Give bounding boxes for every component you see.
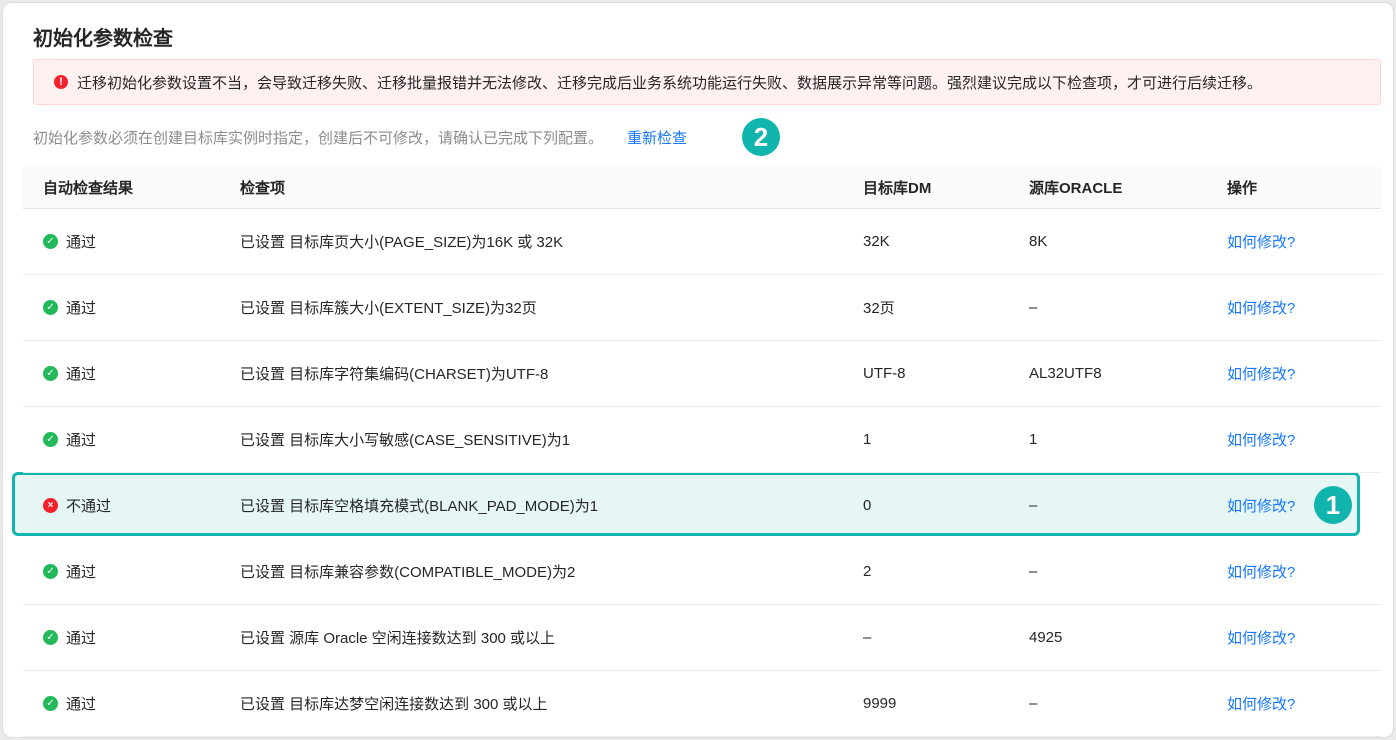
- check-item: 已设置 目标库兼容参数(COMPATIBLE_MODE)为2: [240, 564, 576, 581]
- check-circle-icon: ✓: [43, 432, 58, 447]
- how-to-fix-link[interactable]: 如何修改?: [1227, 564, 1296, 581]
- table-row: ✓ 通过 已设置 目标库簇大小(EXTENT_SIZE)为32页 32页 – 如何…: [23, 275, 1381, 341]
- status-cell: ✓ 通过: [43, 429, 96, 450]
- table-header: 自动检查结果 检查项 目标库DM 源库ORACLE 操作: [23, 167, 1381, 209]
- dm-value: 1: [863, 431, 872, 448]
- header-item: 检查项: [240, 180, 286, 197]
- dm-value: 32K: [863, 233, 890, 250]
- check-item: 已设置 目标库达梦空闲连接数达到 300 或以上: [240, 696, 548, 713]
- oracle-value: –: [1029, 299, 1038, 316]
- recheck-link[interactable]: 重新检查: [627, 130, 688, 147]
- status-text: 通过: [66, 300, 97, 317]
- table-row: ✓ 通过 已设置 目标库大小写敏感(CASE_SENSITIVE)为1 1 1 如…: [23, 407, 1381, 473]
- highlighted-row-outline: [12, 472, 1360, 536]
- how-to-fix-link[interactable]: 如何修改?: [1227, 234, 1296, 251]
- check-item: 已设置 源库 Oracle 空闲连接数达到 300 或以上: [240, 630, 556, 647]
- check-circle-icon: ✓: [43, 696, 58, 711]
- check-item: 已设置 目标库大小写敏感(CASE_SENSITIVE)为1: [240, 432, 571, 449]
- close-circle-icon: ×: [43, 498, 58, 513]
- status-text: 不通过: [66, 498, 112, 515]
- status-text: 通过: [66, 432, 97, 449]
- exclamation-circle-icon: !: [54, 75, 68, 89]
- dm-value: 2: [863, 563, 872, 580]
- check-circle-icon: ✓: [43, 366, 58, 381]
- how-to-fix-link[interactable]: 如何修改?: [1227, 366, 1296, 383]
- header-oracle: 源库ORACLE: [1029, 180, 1123, 197]
- check-item: 已设置 目标库簇大小(EXTENT_SIZE)为32页: [240, 300, 537, 317]
- check-circle-icon: ✓: [43, 564, 58, 579]
- status-text: 通过: [66, 366, 97, 383]
- table-row: ✓ 通过 已设置 目标库字符集编码(CHARSET)为UTF-8 UTF-8 AL…: [23, 341, 1381, 407]
- header-dm: 目标库DM: [863, 180, 932, 197]
- status-cell: ✓ 通过: [43, 297, 96, 318]
- alert-text: 迁移初始化参数设置不当，会导致迁移失败、迁移批量报错并无法修改、迁移完成后业务系…: [77, 74, 1263, 92]
- warning-alert: ! 迁移初始化参数设置不当，会导致迁移失败、迁移批量报错并无法修改、迁移完成后业…: [33, 59, 1381, 105]
- subtitle-line: 初始化参数必须在创建目标库实例时指定，创建后不可修改，请确认已完成下列配置。 重…: [33, 127, 687, 148]
- status-cell: ✓ 通过: [43, 363, 96, 384]
- oracle-value: –: [1029, 563, 1038, 580]
- table-row: ✓ 通过 已设置 目标库达梦空闲连接数达到 300 或以上 9999 – 如何修改…: [23, 671, 1381, 737]
- header-result: 自动检查结果: [43, 180, 134, 197]
- dm-value: –: [863, 629, 872, 646]
- oracle-value: 1: [1029, 431, 1038, 448]
- check-circle-icon: ✓: [43, 300, 58, 315]
- check-circle-icon: ✓: [43, 234, 58, 249]
- status-text: 通过: [66, 696, 97, 713]
- dm-value: 0: [863, 497, 872, 514]
- how-to-fix-link[interactable]: 如何修改?: [1227, 300, 1296, 317]
- dm-value: UTF-8: [863, 365, 906, 382]
- status-cell: ✓ 通过: [43, 693, 96, 714]
- oracle-value: AL32UTF8: [1029, 365, 1102, 382]
- check-table: 自动检查结果 检查项 目标库DM 源库ORACLE 操作 ✓ 通过 已设置 目标库…: [23, 167, 1381, 737]
- table-row: ✓ 通过 已设置 源库 Oracle 空闲连接数达到 300 或以上 – 4925…: [23, 605, 1381, 671]
- check-circle-icon: ✓: [43, 630, 58, 645]
- oracle-value: 8K: [1029, 233, 1048, 250]
- status-text: 通过: [66, 564, 97, 581]
- table-row: × 不通过 已设置 目标库空格填充模式(BLANK_PAD_MODE)为1 0 –…: [23, 473, 1381, 539]
- header-action: 操作: [1227, 180, 1258, 197]
- dm-value: 9999: [863, 695, 897, 712]
- page-title: 初始化参数检查: [33, 28, 173, 50]
- how-to-fix-link[interactable]: 如何修改?: [1227, 696, 1296, 713]
- oracle-value: –: [1029, 497, 1038, 514]
- subtitle: 初始化参数必须在创建目标库实例时指定，创建后不可修改，请确认已完成下列配置。: [33, 130, 604, 147]
- dm-value: 32页: [863, 300, 895, 317]
- status-cell: ✓ 通过: [43, 627, 96, 648]
- status-text: 通过: [66, 630, 97, 647]
- check-item: 已设置 目标库页大小(PAGE_SIZE)为16K 或 32K: [240, 234, 564, 251]
- table-row: ✓ 通过 已设置 目标库兼容参数(COMPATIBLE_MODE)为2 2 – 如…: [23, 539, 1381, 605]
- how-to-fix-link[interactable]: 如何修改?: [1227, 432, 1296, 449]
- check-item: 已设置 目标库字符集编码(CHARSET)为UTF-8: [240, 366, 549, 383]
- how-to-fix-link[interactable]: 如何修改?: [1227, 498, 1296, 515]
- oracle-value: –: [1029, 695, 1038, 712]
- oracle-value: 4925: [1029, 629, 1063, 646]
- step-badge-2: 2: [742, 118, 780, 156]
- table-row: ✓ 通过 已设置 目标库页大小(PAGE_SIZE)为16K 或 32K 32K …: [23, 209, 1381, 275]
- step-badge-1: 1: [1314, 486, 1352, 524]
- check-item: 已设置 目标库空格填充模式(BLANK_PAD_MODE)为1: [240, 498, 599, 515]
- how-to-fix-link[interactable]: 如何修改?: [1227, 630, 1296, 647]
- status-cell: × 不通过: [43, 495, 111, 516]
- status-cell: ✓ 通过: [43, 561, 96, 582]
- status-text: 通过: [66, 234, 97, 251]
- status-cell: ✓ 通过: [43, 231, 96, 252]
